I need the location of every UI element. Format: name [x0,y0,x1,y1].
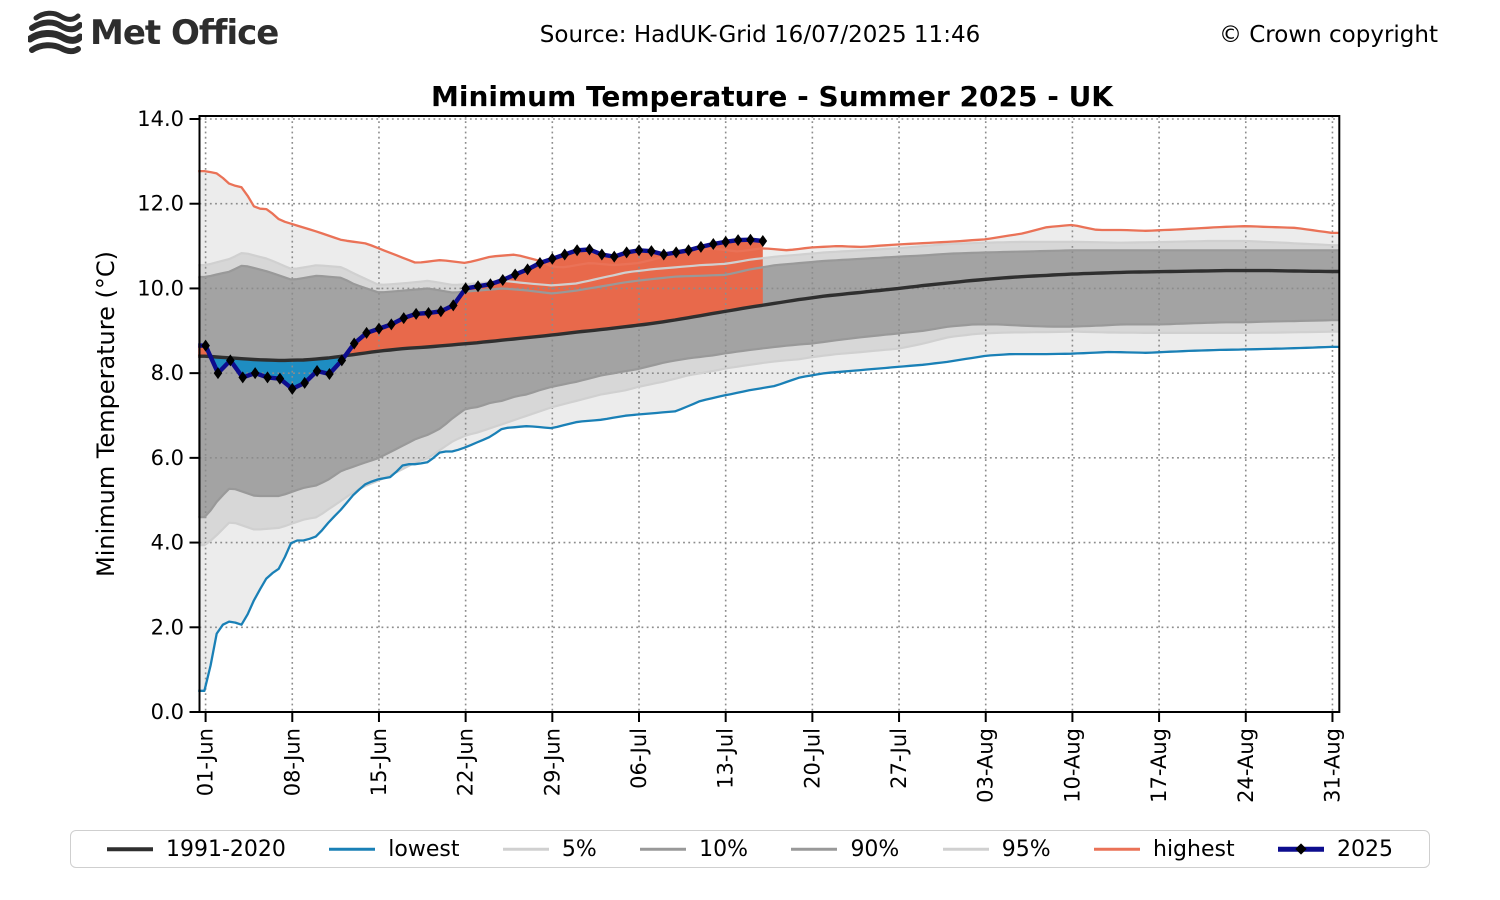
legend-item-5pct: 5% [502,836,597,862]
legend-label: highest [1153,836,1235,862]
legend-item-highest: highest [1094,837,1235,862]
x-tick-label: 20-Jul [800,728,824,789]
series-95pct [198,239,1340,287]
y-tick-label: 4.0 [151,531,184,555]
y-tick-label: 2.0 [151,615,184,639]
legend-item-lowest: lowest [329,836,460,862]
legend-label: 2025 [1336,836,1393,862]
y-tick-label: 12.0 [137,192,184,216]
legend-label: 10% [699,836,749,862]
x-tick-label: 13-Jul [714,728,738,789]
legend-swatch-90pct [791,843,838,855]
x-tick-label: 24-Aug [1234,728,1258,803]
series-lowest [198,345,1340,692]
copyright-text: © Crown copyright [1218,22,1438,48]
series-5pct [198,330,1340,547]
legend-item-95pct: 95% [942,836,1051,862]
series-10pct [198,319,1340,519]
below-average-fill [210,355,346,389]
legend-item-10pct: 10% [640,837,748,862]
legend-swatch-1991-2020 [107,843,153,855]
legend-item-90pct: 90% [791,837,899,862]
x-tick-label: 31-Aug [1320,728,1344,803]
legend-item-2025: 2025 [1277,836,1393,862]
y-axis-label: Minimum Temperature (°C) [92,251,120,577]
x-tick-label: 22-Jun [454,728,478,796]
legend-swatch-95pct [942,843,989,855]
x-tick-label: 27-Jul [887,728,911,789]
plot-border [198,115,1341,713]
legend-label: 95% [1001,836,1051,862]
legend-label: lowest [388,836,460,862]
legend-label: 5% [561,836,597,862]
legend-swatch-10pct [640,843,687,855]
series-90pct [198,249,1340,295]
tick-marks [189,118,1334,722]
y-tick-label: 8.0 [151,361,184,385]
y-tick-label: 6.0 [151,446,184,470]
y-tick-label: 14.0 [137,107,184,131]
gridlines [199,116,1340,713]
met-office-waves-icon [28,10,82,55]
x-tick-label: 06-Jul [627,728,651,789]
series-highest [198,169,1340,269]
x-tick-label: 29-Jun [540,728,564,796]
legend-swatch-2025 [1277,843,1324,855]
chart-legend: 1991-2020 lowest 5% 10% 90% 95% highest 2025 [70,830,1430,868]
x-tick-label: 08-Jun [280,728,304,796]
y-tick-label: 10.0 [137,276,184,300]
legend-diamond-marker-icon [1295,843,1307,855]
legend-swatch-5pct [502,843,549,855]
series-1991-2020 [198,268,1340,363]
legend-swatch-highest [1094,843,1140,855]
x-tick-label: 03-Aug [974,728,998,803]
legend-label: 90% [850,836,900,862]
series-2025-markers [201,233,768,395]
legend-swatch-lowest [329,843,376,855]
x-tick-label: 17-Aug [1147,728,1171,803]
legend-item-1991-2020: 1991-2020 [107,837,286,862]
x-tick-label: 10-Aug [1060,728,1084,803]
met-office-logo: Met Office [28,10,279,56]
legend-label: 1991-2020 [166,836,286,862]
met-office-logo-text: Met Office [90,13,279,53]
x-tick-label: 15-Jun [367,728,391,796]
source-text: Source: HadUK-Grid 16/07/2025 11:46 [539,22,981,48]
y-tick-label: 0.0 [151,700,184,724]
chart-title: Minimum Temperature - Summer 2025 - UK [430,80,1114,113]
x-tick-label: 01-Jun [194,728,218,796]
